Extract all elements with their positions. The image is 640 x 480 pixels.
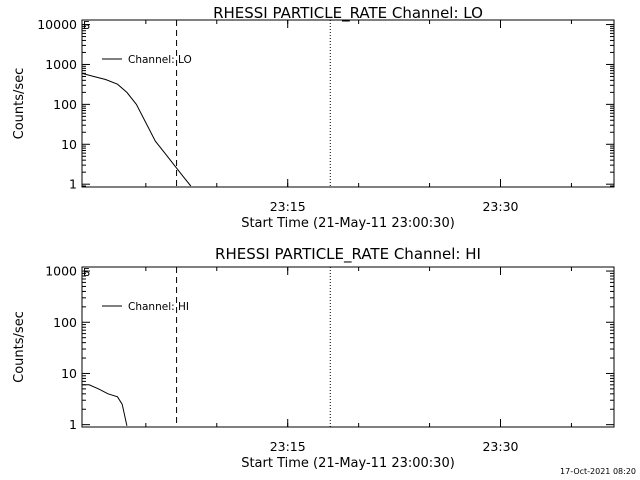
y-tick-label: 10 xyxy=(61,366,77,381)
y-tick-label: 1 xyxy=(69,417,77,432)
y-tick-label: 1 xyxy=(69,177,77,192)
y-axis-label: Counts/sec xyxy=(12,311,27,383)
x-tick-label: 23:15 xyxy=(270,439,306,454)
y-tick-label: 1000 xyxy=(45,264,77,279)
chart-title: RHESSI PARTICLE_RATE Channel: HI xyxy=(215,245,481,264)
lo-channel-panel: RHESSI PARTICLE_RATE Channel: LO Counts/s… xyxy=(12,4,615,231)
y-tick-label: 10000 xyxy=(37,17,77,32)
chart-title: RHESSI PARTICLE_RATE Channel: LO xyxy=(213,4,483,23)
legend-label: Channel: LO xyxy=(128,54,192,66)
generation-timestamp: 17-Oct-2021 08:20 xyxy=(560,467,636,476)
y-tick-label: 100 xyxy=(53,315,77,330)
series-line xyxy=(82,384,128,426)
y-tick-label: 10 xyxy=(61,137,77,152)
corner-mark: Б xyxy=(83,267,90,279)
plot-frame xyxy=(81,19,615,188)
x-tick-label: 23:30 xyxy=(482,199,518,214)
y-tick-label: 1000 xyxy=(45,57,77,72)
x-tick-label: 23:15 xyxy=(270,199,306,214)
hi-channel-panel: RHESSI PARTICLE_RATE Channel: HI Counts/s… xyxy=(12,245,615,471)
y-axis-label: Counts/sec xyxy=(12,68,27,140)
x-axis-label: Start Time (21-May-11 23:00:30) xyxy=(241,216,455,231)
series-line xyxy=(82,72,192,187)
corner-mark: Б xyxy=(83,20,90,32)
y-tick-label: 100 xyxy=(53,97,77,112)
x-axis-label: Start Time (21-May-11 23:00:30) xyxy=(241,456,455,471)
x-tick-label: 23:30 xyxy=(482,439,518,454)
legend-label: Channel: HI xyxy=(128,301,189,313)
plot-frame xyxy=(81,266,615,428)
